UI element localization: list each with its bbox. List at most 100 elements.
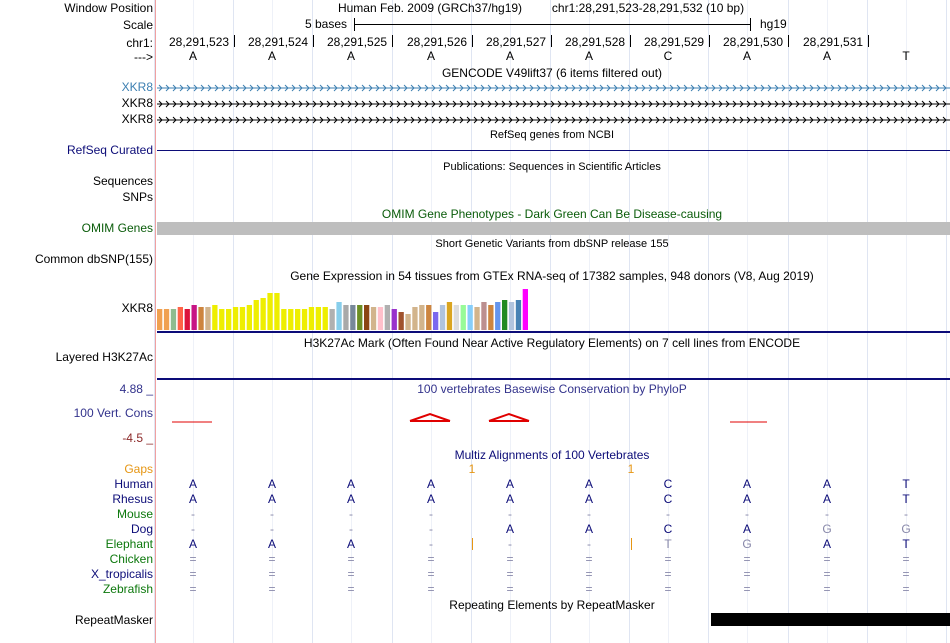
gtex-tissue-bar[interactable]	[315, 307, 321, 330]
gtex-tissue-bar[interactable]	[205, 307, 211, 330]
gtex-tissue-bar[interactable]	[246, 305, 252, 330]
gtex-tissue-bar[interactable]	[481, 302, 487, 330]
gtex-tissue-bar[interactable]	[433, 312, 439, 330]
elephant-gap-bar	[631, 538, 632, 550]
gtex-tissue-bar[interactable]	[460, 305, 466, 330]
repeatmasker-track-label[interactable]: RepeatMasker	[74, 613, 153, 627]
gtex-tissue-bar[interactable]	[295, 309, 301, 330]
species-label[interactable]: Rhesus	[112, 492, 153, 506]
gtex-tissue-bar[interactable]	[226, 309, 232, 330]
gencode-track-label-2[interactable]: XKR8	[121, 96, 153, 110]
snps-track-label[interactable]: SNPs	[122, 190, 153, 204]
gencode-transcript-3[interactable]	[157, 113, 950, 127]
strand-arrow	[851, 100, 856, 108]
gtex-tissue-bar[interactable]	[384, 305, 390, 330]
refseq-gene-line[interactable]	[157, 150, 950, 151]
gtex-tissue-bar[interactable]	[357, 305, 363, 330]
strand-arrow	[900, 100, 905, 108]
gtex-tissue-bar[interactable]	[343, 305, 349, 330]
refseq-track-label[interactable]: RefSeq Curated	[66, 143, 153, 157]
gtex-tissue-bar[interactable]	[467, 305, 473, 330]
gtex-tissue-bar[interactable]	[522, 289, 528, 330]
omim-gene-bar[interactable]	[157, 222, 950, 235]
gtex-tissue-bar[interactable]	[329, 309, 335, 330]
strand-arrow	[746, 116, 751, 124]
strand-arrow	[767, 116, 772, 124]
repeat-element[interactable]	[711, 613, 950, 626]
gtex-tissue-bar[interactable]	[370, 307, 377, 330]
omim-track-label[interactable]: OMIM Genes	[81, 221, 153, 235]
species-label[interactable]: Dog	[130, 522, 153, 536]
strand-arrow	[172, 84, 177, 92]
gencode-track-label-1[interactable]: XKR8	[121, 80, 153, 94]
gtex-tissue-bar[interactable]	[419, 305, 425, 330]
gtex-tissue-bar[interactable]	[474, 307, 480, 330]
gtex-tissue-bar[interactable]	[439, 305, 446, 330]
alignment-base: G	[901, 522, 911, 536]
species-label[interactable]: Elephant	[105, 537, 153, 551]
gtex-tissue-bar[interactable]	[405, 314, 411, 330]
coordinate-tick	[788, 35, 789, 47]
gtex-tissue-bar[interactable]	[163, 309, 170, 330]
gtex-tissue-bar[interactable]	[301, 309, 308, 330]
strand-arrow	[564, 100, 569, 108]
phylop-signal[interactable]	[157, 408, 950, 426]
strand-arrow	[914, 100, 919, 108]
gencode-transcript-2[interactable]	[157, 97, 950, 111]
species-label[interactable]: Mouse	[116, 507, 153, 521]
gtex-tissue-bar[interactable]	[232, 307, 239, 330]
alignment-base: =	[268, 552, 276, 566]
alignment-base: -	[745, 507, 749, 521]
gtex-tissue-bar[interactable]	[260, 298, 266, 330]
sequences-track-label[interactable]: Sequences	[92, 174, 153, 188]
gtex-tissue-bar[interactable]	[308, 307, 315, 330]
gtex-tissue-bar[interactable]	[170, 309, 177, 330]
gtex-tissue-bar[interactable]	[288, 309, 294, 330]
gtex-tissue-bar[interactable]	[446, 302, 453, 330]
strand-arrow	[270, 84, 275, 92]
species-label[interactable]: Zebrafish	[102, 582, 153, 596]
gtex-tissue-bar[interactable]	[495, 302, 501, 330]
gap-marker: 1	[627, 462, 635, 476]
gtex-track-label[interactable]: XKR8	[121, 301, 153, 315]
gtex-tissue-bar[interactable]	[274, 293, 280, 330]
gtex-tissue-bar[interactable]	[267, 293, 273, 330]
gtex-tissue-bar[interactable]	[184, 309, 190, 330]
gtex-tissue-bar[interactable]	[191, 305, 197, 330]
gtex-tissue-bar[interactable]	[377, 307, 384, 330]
gencode-transcript-1[interactable]	[157, 81, 950, 95]
gencode-track-label-3[interactable]: XKR8	[121, 112, 153, 126]
gtex-tissue-bar[interactable]	[177, 307, 183, 330]
gtex-tissue-bar[interactable]	[336, 302, 342, 330]
species-label[interactable]: Chicken	[109, 552, 153, 566]
gtex-tissue-bar[interactable]	[219, 309, 225, 330]
gtex-tissue-bar[interactable]	[239, 307, 246, 330]
gtex-tissue-bar[interactable]	[502, 300, 508, 330]
gtex-tissue-bar[interactable]	[212, 305, 218, 330]
gtex-tissue-bar[interactable]	[515, 300, 522, 330]
gtex-tissue-bar[interactable]	[281, 309, 287, 330]
gtex-tissue-bar[interactable]	[391, 309, 397, 330]
gtex-tissue-bar[interactable]	[412, 307, 418, 330]
gtex-expression-chart[interactable]	[157, 284, 537, 330]
gtex-tissue-bar[interactable]	[350, 305, 356, 330]
gtex-tissue-bar[interactable]	[364, 305, 370, 330]
strand-arrow	[410, 100, 415, 108]
gtex-tissue-bar[interactable]	[253, 300, 259, 330]
gtex-tissue-bar[interactable]	[322, 307, 328, 330]
dbsnp-track-label[interactable]: Common dbSNP(155)	[34, 252, 153, 266]
gtex-tissue-bar[interactable]	[453, 305, 459, 330]
strand-arrow	[291, 116, 296, 124]
conservation-track-label[interactable]: 100 Vert. Cons	[73, 406, 153, 420]
species-label[interactable]: X_tropicalis	[90, 567, 153, 581]
gtex-tissue-bar[interactable]	[157, 309, 163, 330]
gtex-tissue-bar[interactable]	[398, 312, 404, 330]
species-label[interactable]: Human	[114, 477, 153, 491]
gtex-tissue-bar[interactable]	[508, 302, 515, 330]
strand-arrow	[739, 116, 744, 124]
reference-base: A	[822, 49, 831, 63]
gtex-tissue-bar[interactable]	[198, 307, 204, 330]
gtex-tissue-bar[interactable]	[488, 305, 494, 330]
gtex-tissue-bar[interactable]	[426, 305, 432, 330]
h3k27ac-track-label[interactable]: Layered H3K27Ac	[55, 350, 153, 364]
